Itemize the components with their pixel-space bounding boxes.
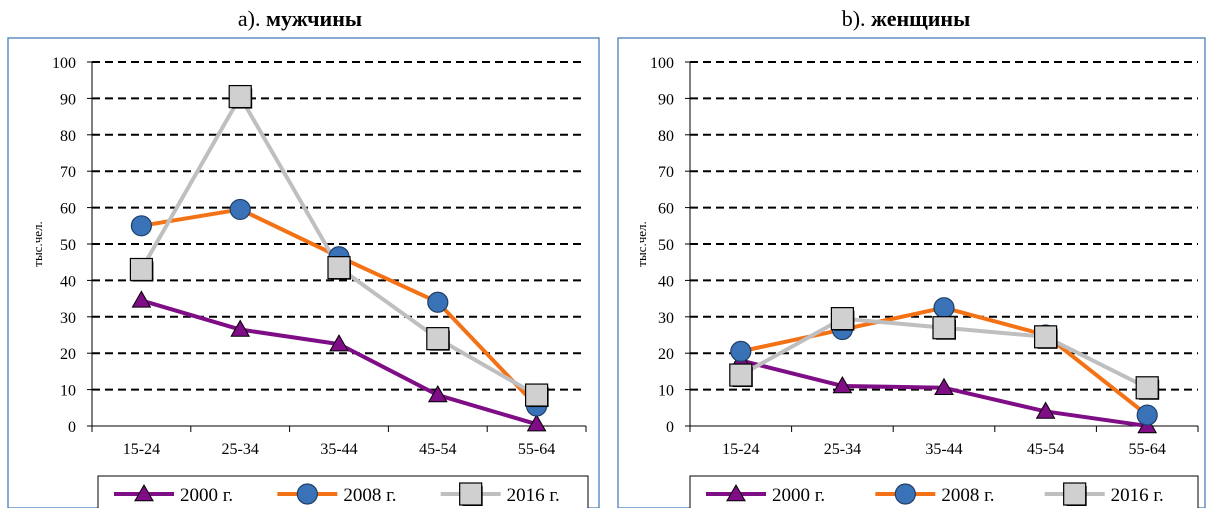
chart-b-ytick-label: 0 <box>666 419 674 436</box>
chart-a-ytick-label: 100 <box>52 55 76 72</box>
chart-b-title: b). женщины <box>606 6 1206 32</box>
chart-b-ytick-label: 80 <box>658 128 674 145</box>
chart-a-series-0-point <box>329 334 349 352</box>
chart-a-title-prefix: a). <box>237 6 261 31</box>
chart-a-series-0-point <box>230 319 251 337</box>
chart-b-series-1-point <box>933 297 955 319</box>
chart-b-ytick-label: 20 <box>658 346 674 363</box>
chart-b-frame <box>617 37 1206 508</box>
chart-b-series-1-point <box>1136 404 1158 426</box>
chart-b-series-0-point <box>832 375 853 394</box>
chart-b-series-2-point <box>1033 325 1058 349</box>
chart-b-xtick-label: 25-34 <box>824 441 861 458</box>
chart-a-series-2-point <box>327 256 351 280</box>
chart-a-series-2-point <box>426 327 450 351</box>
chart-a-legend-label-2: 2016 г. <box>507 485 560 506</box>
chart-b-xtick-label: 55-64 <box>1129 441 1166 458</box>
chart-b-series-2-point <box>1135 376 1159 400</box>
chart-a-series-2-point <box>129 257 153 282</box>
chart-a-xtick-label: 45-54 <box>419 441 456 458</box>
chart-a-series-2-point <box>524 383 549 407</box>
chart-b-xtick-label: 45-54 <box>1027 441 1064 458</box>
chart-a-legend <box>97 475 589 508</box>
chart-b-series-2-point <box>729 363 753 387</box>
chart-a-xtick-label: 35-44 <box>320 441 357 458</box>
chart-a-frame <box>7 37 600 508</box>
chart-b-ylabel: тыс.чел. <box>634 221 649 266</box>
chart-b-ytick-label: 70 <box>658 164 674 181</box>
chart-a-series-1-point <box>427 291 449 313</box>
chart-b-series-2-point <box>830 307 855 331</box>
chart-b-ytick-label: 90 <box>658 91 674 108</box>
chart-a-ytick-label: 30 <box>60 310 76 327</box>
chart-a-ytick-label: 40 <box>60 273 76 290</box>
chart-b-series-0-point <box>1035 401 1056 419</box>
chart-a-legend-marker-2 <box>459 482 483 506</box>
chart-a-ytick-label: 20 <box>60 346 76 363</box>
chart-b-title-bold: женщины <box>871 6 971 31</box>
chart-b-ytick-label: 30 <box>658 310 674 327</box>
chart-b-series-1-point <box>730 340 752 362</box>
chart-a-ytick-label: 50 <box>60 237 76 254</box>
chart-b-xtick-label: 35-44 <box>925 441 962 458</box>
chart-b-series-0-point <box>934 377 954 396</box>
chart-b-legend-marker-1 <box>894 483 916 505</box>
chart-b-legend-marker-0 <box>726 483 746 502</box>
chart-a-ytick-label: 70 <box>60 164 76 181</box>
chart-a-legend-label-1: 2008 г. <box>343 485 396 506</box>
chart-a-xtick-label: 55-64 <box>518 441 555 458</box>
chart-a-ytick-label: 10 <box>60 383 76 400</box>
chart-a-series-1-line <box>141 207 539 408</box>
chart-a-xtick-label: 25-34 <box>222 441 259 458</box>
chart-b-series-2-point <box>932 316 956 340</box>
chart-a-series-2-point <box>228 84 252 109</box>
chart-b-title-prefix: b). <box>841 6 866 31</box>
chart-a-series-1-point <box>229 198 251 221</box>
chart-b-xtick-label: 15-24 <box>722 441 759 458</box>
chart-b-legend-label-0: 2000 г. <box>772 485 825 506</box>
chart-b-ytick-label: 40 <box>658 273 674 290</box>
chart-a-title: a). мужчины <box>0 6 600 32</box>
chart-b-ytick-label: 10 <box>658 383 674 400</box>
chart-b-ytick-label: 60 <box>658 201 674 218</box>
chart-b-ytick-label: 50 <box>658 237 674 254</box>
chart-a-series-0-point <box>131 290 152 308</box>
chart-b-legend-marker-2 <box>1063 482 1087 506</box>
chart-a-ytick-label: 60 <box>60 201 76 218</box>
chart-a-legend-marker-1 <box>296 483 318 505</box>
chart-a-xtick-label: 15-24 <box>123 441 160 458</box>
chart-a-ytick-label: 80 <box>60 128 76 145</box>
chart-a-title-bold: мужчины <box>266 6 363 31</box>
chart-a-legend-label-0: 2000 г. <box>180 485 233 506</box>
chart-b-legend-label-2: 2016 г. <box>1111 485 1164 506</box>
chart-a-series-0-point <box>427 385 448 403</box>
chart-a-ytick-label: 0 <box>68 419 76 436</box>
chart-b-legend-label-1: 2008 г. <box>941 485 994 506</box>
chart-b-legend <box>689 475 1199 508</box>
chart-a-ytick-label: 90 <box>60 91 76 108</box>
chart-a-series-0-point <box>526 414 547 432</box>
chart-a-legend-marker-0 <box>134 483 154 502</box>
chart-b-ytick-label: 100 <box>650 55 674 72</box>
chart-a-series-1-point <box>130 215 152 237</box>
chart-a-ylabel: тыс.чел. <box>30 221 45 266</box>
